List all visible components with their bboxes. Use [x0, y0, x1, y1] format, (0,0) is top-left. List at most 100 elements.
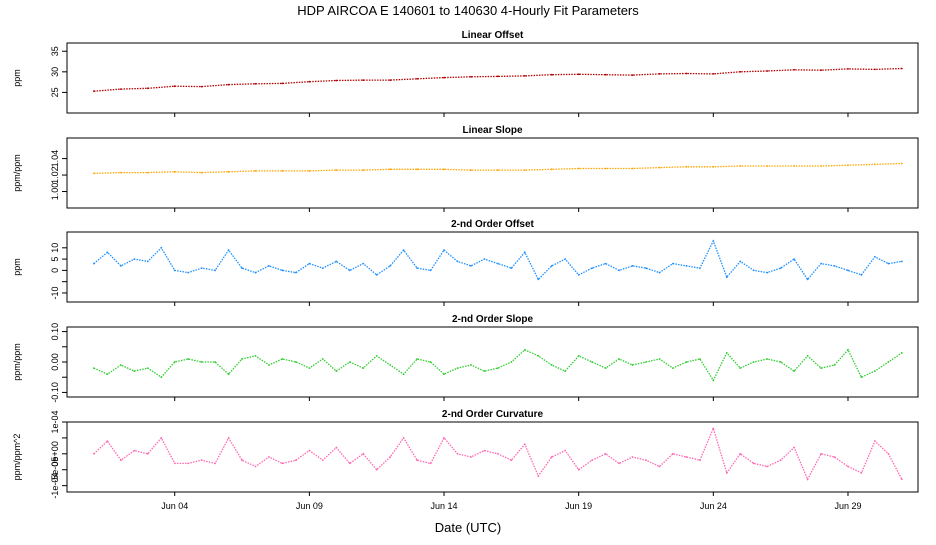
data-point [847, 269, 849, 272]
data-point [712, 73, 715, 75]
data-point [389, 79, 392, 81]
data-point [200, 171, 203, 174]
data-point [362, 79, 365, 81]
data-point [860, 376, 863, 379]
x-tick-label: Jun 24 [700, 501, 727, 511]
data-point [779, 459, 782, 462]
data-point [847, 68, 849, 70]
data-point [281, 358, 284, 360]
data-point [281, 82, 284, 85]
data-point [752, 462, 755, 465]
data-point [806, 478, 809, 481]
y-tick-label: 0e+00 [50, 441, 60, 466]
y-axis-label: ppm/ppm [12, 154, 22, 192]
data-point [93, 90, 95, 93]
data-point [685, 361, 688, 363]
panel-4: 2-nd Order Slope ppm/ppm -0.10 0.00 0.10 [12, 314, 919, 403]
data-point [362, 262, 365, 265]
data-point [497, 75, 499, 78]
y-tick-label: 10 [50, 243, 60, 253]
data-point [604, 452, 607, 455]
data-point [739, 70, 742, 73]
data-point [402, 437, 405, 439]
data-point [456, 452, 459, 455]
data-point [214, 361, 217, 363]
data-point [321, 358, 324, 360]
data-point [874, 163, 876, 166]
data-point [658, 465, 661, 468]
x-axis-label: Date (UTC) [435, 520, 501, 535]
panel-frame [66, 137, 919, 209]
data-point [120, 265, 122, 267]
data-point [699, 267, 701, 269]
y-tick-label: 1e-04 [50, 410, 60, 433]
panel-3: 2-nd Order Offset ppm -10 0 5 10 [12, 219, 919, 306]
data-point [793, 258, 795, 260]
data-point [268, 456, 270, 458]
panel-1: Linear Offset ppm 25 30 35 [12, 30, 919, 117]
data-point [712, 427, 715, 430]
data-point [416, 77, 418, 80]
data-point [672, 367, 674, 369]
data-point [160, 437, 163, 439]
data-point [537, 278, 540, 281]
data-point [402, 373, 405, 376]
data-point [362, 169, 365, 172]
data-point [187, 358, 190, 360]
data-point [241, 267, 243, 269]
data-point [887, 262, 890, 265]
data-point [443, 168, 445, 171]
y-tick-label: 0.10 [50, 323, 60, 341]
y-tick-label: -1e-04 [50, 473, 60, 499]
data-point [483, 370, 486, 372]
data-point [254, 271, 257, 274]
panel-title: Linear Slope [462, 125, 522, 136]
data-point [550, 73, 553, 76]
data-point [564, 370, 567, 372]
panel-title: Linear Offset [462, 30, 524, 41]
data-point [874, 440, 876, 442]
data-point [106, 373, 109, 376]
data-point [321, 267, 324, 269]
data-point [470, 169, 472, 172]
data-point [200, 361, 203, 363]
data-point [308, 80, 311, 83]
data-point [295, 271, 297, 274]
y-axis-label: ppm/ppm [12, 343, 22, 381]
panels-group: Linear Offset ppm 25 30 35 Linear Slope ppm/pp… [12, 30, 919, 511]
data-point [443, 249, 445, 252]
data-point [335, 260, 338, 263]
data-point [510, 459, 513, 462]
data-point [254, 355, 257, 357]
data-point [93, 452, 95, 455]
y-tick-label: 0 [50, 268, 60, 273]
panel-title: 2-nd Order Offset [451, 219, 534, 230]
data-point [227, 249, 230, 252]
data-point [793, 165, 795, 167]
y-tick-label: 35 [50, 46, 60, 56]
series-line [93, 67, 902, 92]
data-point [200, 459, 203, 462]
data-point [227, 170, 230, 173]
data-point [308, 367, 311, 369]
data-point [443, 373, 445, 376]
y-axis-label: ppm [12, 69, 22, 87]
panel-title: 2-nd Order Curvature [442, 409, 544, 420]
data-point [335, 370, 338, 372]
data-point [577, 274, 580, 276]
data-point [537, 475, 540, 477]
data-point [820, 262, 822, 265]
data-point [550, 456, 553, 458]
x-tick-label: Jun 19 [565, 501, 592, 511]
x-tick-label: Jun 14 [431, 501, 458, 511]
data-point [416, 267, 418, 269]
data-point [874, 255, 876, 258]
data-point [523, 251, 526, 254]
data-point [847, 348, 849, 351]
data-point [833, 265, 836, 267]
data-point [416, 358, 418, 360]
y-tick-label: 30 [50, 67, 60, 77]
data-point [645, 361, 647, 363]
data-point [375, 468, 378, 471]
